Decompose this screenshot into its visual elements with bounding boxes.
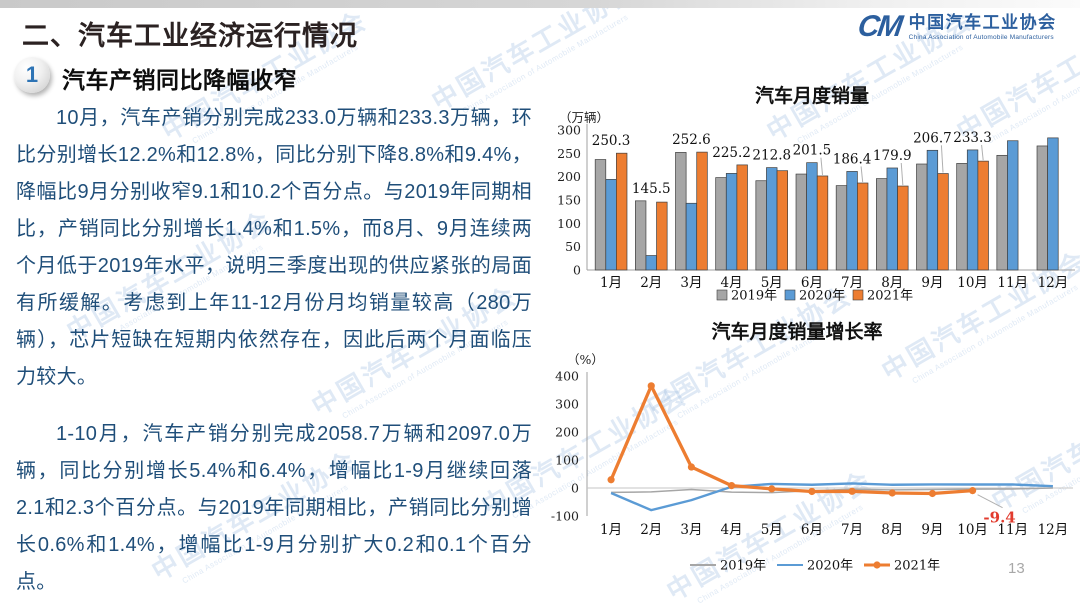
svg-text:2020年: 2020年 — [807, 559, 853, 574]
svg-text:150: 150 — [557, 193, 581, 208]
svg-text:200: 200 — [557, 169, 581, 184]
svg-text:252.6: 252.6 — [672, 132, 711, 148]
svg-text:3月: 3月 — [680, 275, 702, 291]
section-number-badge: 1 — [14, 57, 50, 93]
svg-text:300: 300 — [555, 397, 579, 412]
bar-chart-unit: （万辆） — [559, 110, 609, 125]
svg-text:225.2: 225.2 — [712, 145, 751, 161]
monthly-sales-bar-chart: 汽车月度销量 （万辆） 0 50 100 150 200 250 300 1月 2月 3月 4月 5月 6月… — [557, 84, 1075, 304]
page-title: 二、汽车工业经济运行情况 — [22, 21, 358, 51]
svg-text:300: 300 — [557, 123, 581, 138]
line-series-2020年 — [610, 482, 1053, 512]
svg-text:100: 100 — [555, 453, 579, 468]
svg-text:-9.4: -9.4 — [983, 509, 1015, 527]
svg-text:2019年: 2019年 — [731, 289, 777, 304]
line-chart-axes: -100 0 100 200 300 400 1月 2月 3月 4月 5月 6月 7月 8月 9月 10月 11… — [551, 369, 1073, 538]
svg-text:2021年: 2021年 — [894, 559, 940, 574]
bar-chart-axes: 0 50 100 150 200 250 300 1月 2月 3月 4月 5月 6月 7月 8月 9月 10月 1… — [557, 123, 1075, 291]
svg-text:4月: 4月 — [721, 522, 743, 538]
line-chart-unit: （%） — [567, 352, 604, 367]
svg-text:10月: 10月 — [957, 275, 988, 291]
svg-text:2021年: 2021年 — [867, 289, 913, 304]
section-number: 1 — [25, 62, 39, 87]
svg-text:206.7: 206.7 — [913, 130, 952, 146]
svg-text:250: 250 — [557, 146, 581, 161]
section-title: 汽车产销同比降幅收窄 — [62, 67, 297, 93]
bar-series-2021年 — [616, 151, 989, 271]
svg-text:2月: 2月 — [640, 522, 662, 538]
svg-text:1月: 1月 — [600, 275, 622, 291]
svg-text:250.3: 250.3 — [592, 133, 631, 149]
body-paragraph-1: 10月，汽车产销分别完成233.0万辆和233.3万辆，环比分别增长12.2%和… — [16, 107, 532, 388]
svg-text:9月: 9月 — [921, 275, 943, 291]
svg-text:5月: 5月 — [761, 275, 783, 291]
body-text: 10月，汽车产销分别完成233.0万辆和233.3万辆，环比分别增长12.2%和… — [16, 100, 532, 601]
caam-logo: CM 中国汽车工业协会 China Association of Automob… — [855, 10, 1057, 43]
svg-text:200: 200 — [555, 425, 579, 440]
svg-text:6月: 6月 — [801, 275, 823, 291]
svg-text:6月: 6月 — [801, 522, 823, 538]
page-number: 13 — [1008, 560, 1025, 577]
svg-text:7月: 7月 — [841, 275, 863, 291]
svg-text:2019年: 2019年 — [720, 559, 766, 574]
svg-text:179.9: 179.9 — [873, 148, 912, 164]
caam-logo-name-en: China Association of Automobile Manufact… — [908, 33, 1054, 41]
svg-text:11月: 11月 — [997, 275, 1028, 291]
line-chart-annotation: -9.4 — [977, 494, 1016, 527]
svg-text:12月: 12月 — [1038, 522, 1069, 538]
svg-text:11月: 11月 — [997, 522, 1028, 538]
svg-text:7月: 7月 — [841, 522, 863, 538]
svg-text:186.4: 186.4 — [833, 151, 872, 167]
top-edge-strip — [0, 0, 1080, 8]
svg-text:100: 100 — [557, 216, 581, 231]
svg-text:1月: 1月 — [600, 522, 622, 538]
svg-text:9月: 9月 — [921, 522, 943, 538]
svg-text:145.5: 145.5 — [632, 181, 671, 197]
monthly-sales-growth-line-chart: 汽车月度销量增长率 （%） -100 0 100 200 300 400 1月 2月 3月 4月 5月 6… — [551, 320, 1073, 574]
svg-text:400: 400 — [555, 369, 579, 384]
svg-text:8月: 8月 — [881, 275, 903, 291]
svg-text:2月: 2月 — [640, 275, 662, 291]
svg-text:12月: 12月 — [1038, 275, 1069, 291]
body-paragraph-2: 1-10月，汽车产销分别完成2058.7万辆和2097.0万辆，同比分别增长5.… — [16, 423, 532, 593]
svg-text:201.5: 201.5 — [793, 143, 832, 159]
svg-text:0: 0 — [571, 481, 579, 496]
line-series-2021年 — [607, 382, 977, 498]
svg-text:-100: -100 — [551, 509, 579, 524]
bar-series-2020年 — [605, 137, 1059, 271]
line-chart-title: 汽车月度销量增长率 — [711, 320, 882, 343]
svg-text:2020年: 2020年 — [799, 289, 845, 304]
svg-text:3月: 3月 — [680, 522, 702, 538]
svg-text:4月: 4月 — [721, 275, 743, 291]
bar-chart-title: 汽车月度销量 — [755, 84, 869, 107]
svg-text:50: 50 — [565, 239, 581, 254]
caam-logo-icon: CM — [855, 10, 904, 43]
line-chart-legend: 2019年 2020年 2021年 — [690, 559, 940, 574]
svg-text:0: 0 — [573, 263, 581, 278]
svg-text:10月: 10月 — [957, 522, 988, 538]
svg-text:5月: 5月 — [761, 522, 783, 538]
caam-logo-name-cn: 中国汽车工业协会 — [908, 13, 1057, 33]
bar-series-2019年 — [594, 145, 1048, 271]
svg-text:233.3: 233.3 — [953, 130, 992, 146]
svg-text:8月: 8月 — [881, 522, 903, 538]
bar-chart-legend: 2019年 2020年 2021年 — [716, 289, 913, 304]
svg-text:212.8: 212.8 — [752, 148, 791, 164]
